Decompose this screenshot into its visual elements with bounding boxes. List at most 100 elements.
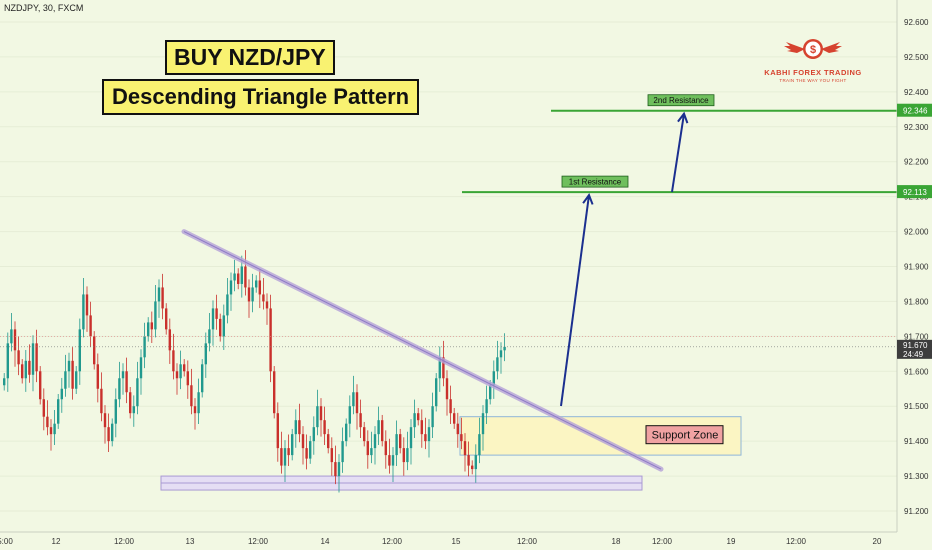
candle-body: [229, 280, 233, 295]
support-zone-label: Support Zone: [652, 430, 719, 442]
candle-body: [93, 336, 96, 365]
candle-body: [114, 399, 117, 424]
price-tick-label: 92.600: [904, 18, 929, 27]
candle-body: [111, 423, 114, 442]
price-tick-label: 91.500: [904, 402, 929, 411]
candle-body: [13, 329, 17, 351]
candle-body: [345, 423, 348, 442]
resistance-price-label: 92.113: [903, 188, 927, 197]
candle-body: [363, 427, 366, 442]
candle-body: [21, 364, 24, 379]
candle-body: [273, 371, 276, 414]
candle-body: [165, 308, 168, 330]
candle-body: [82, 294, 85, 330]
chart-subtitle: Descending Triangle Pattern: [102, 79, 420, 115]
candle-body: [445, 378, 449, 400]
candle-body: [388, 455, 391, 466]
candle-body: [294, 420, 297, 435]
candle-body: [215, 308, 218, 319]
candle-body: [456, 423, 459, 435]
resistance-levels[interactable]: 1st Resistance 2nd Resistance: [462, 94, 897, 194]
symbol-label: NZDJPY, 30, FXCM: [4, 3, 84, 13]
price-axis-bg: [897, 0, 932, 550]
candle-body: [478, 434, 481, 456]
candle-body: [399, 434, 402, 449]
candle-body: [341, 441, 344, 463]
time-tick-label: 12:00: [382, 537, 403, 546]
candle-body: [46, 416, 49, 428]
candle-body: [352, 392, 355, 407]
candle-body: [460, 434, 463, 442]
candle-body: [431, 406, 434, 428]
candle-body: [6, 343, 9, 379]
candle-body: [316, 406, 319, 428]
candle-body: [327, 434, 330, 449]
candle-body: [150, 322, 153, 330]
candle-body: [312, 427, 315, 442]
resistance-price-badge: [897, 185, 932, 199]
candle-body: [129, 392, 132, 414]
candle-body: [201, 364, 204, 393]
candle-body: [291, 434, 294, 456]
candle-body: [301, 434, 305, 449]
time-tick-label: 12: [52, 537, 61, 546]
resistance-price-label: 92.346: [903, 107, 928, 116]
candle-body: [330, 448, 333, 463]
resistance-label-bg: [647, 94, 715, 107]
candle-body: [136, 378, 139, 407]
candle-body: [355, 392, 359, 414]
time-tick-label: 12:00: [786, 537, 807, 546]
candle-body: [211, 308, 215, 330]
candle-body: [204, 343, 207, 365]
candle-body: [377, 420, 380, 435]
resistance-label: 1st Resistance: [569, 178, 622, 187]
candle-body: [449, 399, 452, 414]
candle-body: [323, 420, 326, 435]
candle-body: [244, 266, 247, 288]
candle-body: [298, 420, 301, 435]
candle-body: [251, 287, 254, 302]
candle-body: [305, 448, 308, 459]
time-tick-label: 12:00: [248, 537, 269, 546]
support-zone-label-bg: [645, 425, 724, 445]
trendline[interactable]: [181, 229, 664, 472]
candle-body: [103, 413, 107, 428]
time-axis[interactable]: 5:00 12 12:00 13 12:00 14 12:00 15 12:00 18 12:00 1…: [0, 531, 897, 546]
candle-body: [157, 287, 161, 302]
candle-body: [85, 294, 89, 316]
candle-body: [222, 315, 225, 337]
candle-body: [283, 448, 287, 466]
support-zone[interactable]: Support Zone: [459, 416, 742, 456]
candle-body: [186, 371, 189, 386]
trendline-core: [183, 231, 662, 470]
price-tick-label: 92.000: [904, 228, 929, 237]
candle-body: [381, 420, 384, 442]
candle-body: [190, 385, 193, 407]
candle-body: [492, 371, 495, 386]
price-tick-label: 91.600: [904, 367, 929, 376]
logo-name: KABHI FOREX TRADING: [764, 68, 862, 77]
candle-body: [179, 364, 182, 379]
candle-body: [359, 413, 362, 428]
candle-body: [42, 399, 45, 417]
candle-body: [269, 308, 272, 372]
candle-body: [121, 371, 125, 379]
candle-body: [370, 448, 373, 456]
candle-body: [395, 434, 398, 456]
candle-body: [348, 406, 351, 424]
price-tick-label: 92.400: [904, 88, 929, 97]
time-tick-label: 18: [612, 537, 621, 546]
arrow-shaft: [671, 113, 685, 193]
price-axis[interactable]: 92.60092.50092.40092.30092.20092.10092.0…: [896, 0, 932, 550]
candle-body: [406, 448, 409, 463]
candle-body: [118, 378, 121, 400]
candle-body: [96, 364, 99, 389]
candle-body: [309, 441, 312, 459]
resistance-label-bg: [561, 175, 629, 188]
price-tick-label: 91.200: [904, 507, 929, 516]
brand-logo: $ KABHI FOREX TRADING TRAIN THE WAY YOU …: [748, 36, 878, 83]
candle-body: [420, 420, 423, 435]
time-tick-label: 20: [873, 537, 882, 546]
candle-body: [435, 378, 438, 407]
